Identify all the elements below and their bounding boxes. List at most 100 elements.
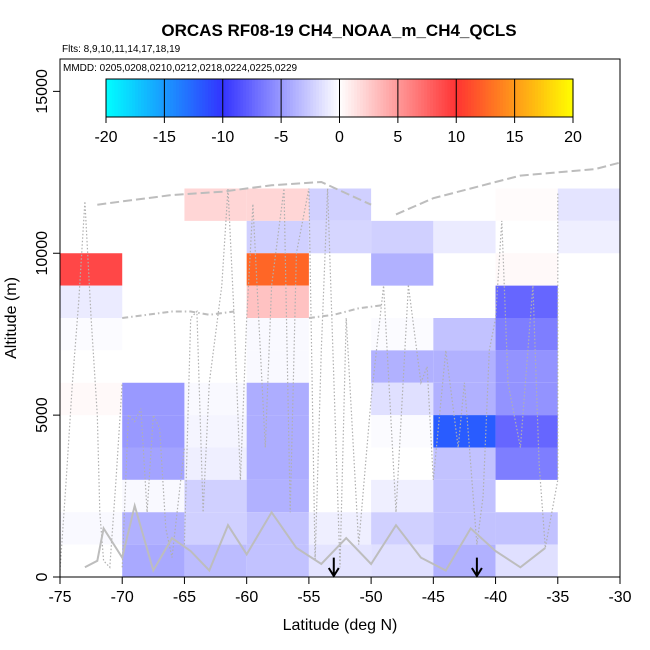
heatmap-cell: [308, 188, 372, 221]
colorbar-swatch: [178, 79, 183, 117]
colorbar-swatch: [418, 79, 422, 117]
colorbar-swatch: [310, 79, 314, 117]
flight-track: [183, 188, 254, 545]
down-arrow-marker: [471, 557, 483, 578]
colorbar-swatch: [213, 79, 218, 117]
x-tick-label: -45: [422, 589, 445, 606]
colorbar-swatch: [246, 79, 250, 117]
colorbar-swatch: [494, 79, 498, 117]
heatmap-cell: [371, 253, 434, 286]
colorbar-swatch: [438, 79, 443, 117]
colorbar-swatch: [138, 79, 142, 117]
colorbar-swatch: [473, 79, 478, 117]
colorbar-swatch: [123, 79, 128, 117]
heatmap-cell: [495, 253, 558, 286]
colorbar-swatch: [286, 79, 291, 117]
colorbar-swatch: [237, 79, 241, 117]
colorbar-swatch: [351, 79, 355, 117]
heatmap-cell: [184, 544, 247, 577]
colorbar-swatch: [149, 79, 154, 117]
colorbar-swatch: [453, 79, 457, 117]
flight-track: [308, 304, 384, 319]
colorbar-swatch: [114, 79, 119, 117]
colorbar-swatch: [319, 79, 323, 117]
colorbar-swatch: [567, 79, 571, 117]
chart-title: ORCAS RF08-19 CH4_NOAA_m_CH4_QCLS: [161, 21, 516, 40]
colorbar-swatch: [295, 79, 300, 117]
colorbar-swatch: [275, 79, 279, 117]
heatmap-cell: [246, 350, 309, 383]
heatmap-cell: [495, 512, 558, 545]
colorbar-swatch: [403, 79, 408, 117]
colorbar-swatch: [301, 79, 306, 117]
x-tick-label: -65: [173, 589, 196, 606]
colorbar: -20 -15 -10 -5 0 5 10 15 20: [94, 78, 582, 146]
heatmap-cell: [246, 479, 309, 513]
colorbar-swatch: [196, 79, 200, 117]
flight-track: [122, 310, 235, 319]
colorbar-swatch: [292, 79, 297, 117]
colorbar-swatch: [389, 79, 393, 117]
heatmap-cell: [60, 318, 123, 351]
colorbar-swatch: [377, 79, 381, 117]
colorbar-swatch: [321, 79, 326, 117]
flight-track: [395, 161, 620, 216]
colorbar-tick-label: -5: [274, 129, 288, 146]
heatmap-cell: [433, 415, 496, 448]
colorbar-swatch: [368, 79, 373, 117]
heatmap-cell: [495, 382, 558, 416]
colorbar-swatch: [561, 79, 565, 117]
x-tick-label: -35: [546, 589, 569, 606]
colorbar-swatch: [406, 79, 411, 117]
colorbar-swatch: [251, 79, 256, 117]
y-axis-label: Altitude (m): [3, 277, 20, 359]
colorbar-tick-label: -10: [211, 129, 234, 146]
colorbar-swatch: [546, 79, 551, 117]
colorbar-swatch: [126, 79, 130, 117]
colorbar-swatch: [357, 79, 361, 117]
flight-track: [252, 188, 409, 568]
colorbar-swatch: [155, 79, 160, 117]
colorbar-swatch: [254, 79, 259, 117]
heatmap-cell: [495, 544, 558, 577]
heatmap-cells: [60, 188, 620, 577]
heatmap-cell: [433, 544, 496, 577]
colorbar-swatch: [427, 79, 431, 117]
heatmap-cell: [371, 544, 434, 577]
heatmap-cell: [246, 253, 309, 286]
heatmap-cell: [433, 220, 496, 254]
x-axis: -75 -70 -65 -60 -55 -50 -45 -40 -35 -30: [48, 576, 632, 606]
colorbar-swatch: [289, 79, 294, 117]
colorbar-swatch: [540, 79, 545, 117]
heatmap-cell: [60, 382, 123, 416]
colorbar-swatch: [429, 79, 434, 117]
colorbar-swatch: [187, 79, 192, 117]
colorbar-swatch: [397, 79, 402, 117]
x-tick-label: -30: [608, 589, 631, 606]
colorbar-swatch: [465, 79, 469, 117]
colorbar-swatch: [482, 79, 487, 117]
colorbar-swatch: [120, 79, 125, 117]
colorbar-swatch: [564, 79, 568, 117]
heatmap-cell: [433, 447, 496, 480]
colorbar-swatch: [447, 79, 452, 117]
heatmap-cell: [495, 415, 558, 448]
y-axis: 0 5000 10000 15000: [34, 69, 61, 581]
colorbar-swatch: [462, 79, 466, 117]
colorbar-swatch: [497, 79, 501, 117]
colorbar-swatch: [520, 79, 524, 117]
colorbar-swatch: [240, 79, 244, 117]
colorbar-swatch: [359, 79, 364, 117]
y-tick-label: 5000: [34, 397, 51, 433]
colorbar-swatch: [500, 79, 504, 117]
heatmap-cell: [122, 447, 185, 480]
colorbar-swatch: [400, 79, 405, 117]
colorbar-swatch: [243, 79, 247, 117]
colorbar-swatch: [421, 79, 425, 117]
y-tick-label: 10000: [34, 231, 51, 276]
colorbar-tick-label: 10: [447, 129, 465, 146]
flight-track: [84, 501, 546, 574]
heatmap-cell: [371, 512, 434, 545]
colorbar-swatch: [444, 79, 449, 117]
colorbar-swatch: [132, 79, 136, 117]
